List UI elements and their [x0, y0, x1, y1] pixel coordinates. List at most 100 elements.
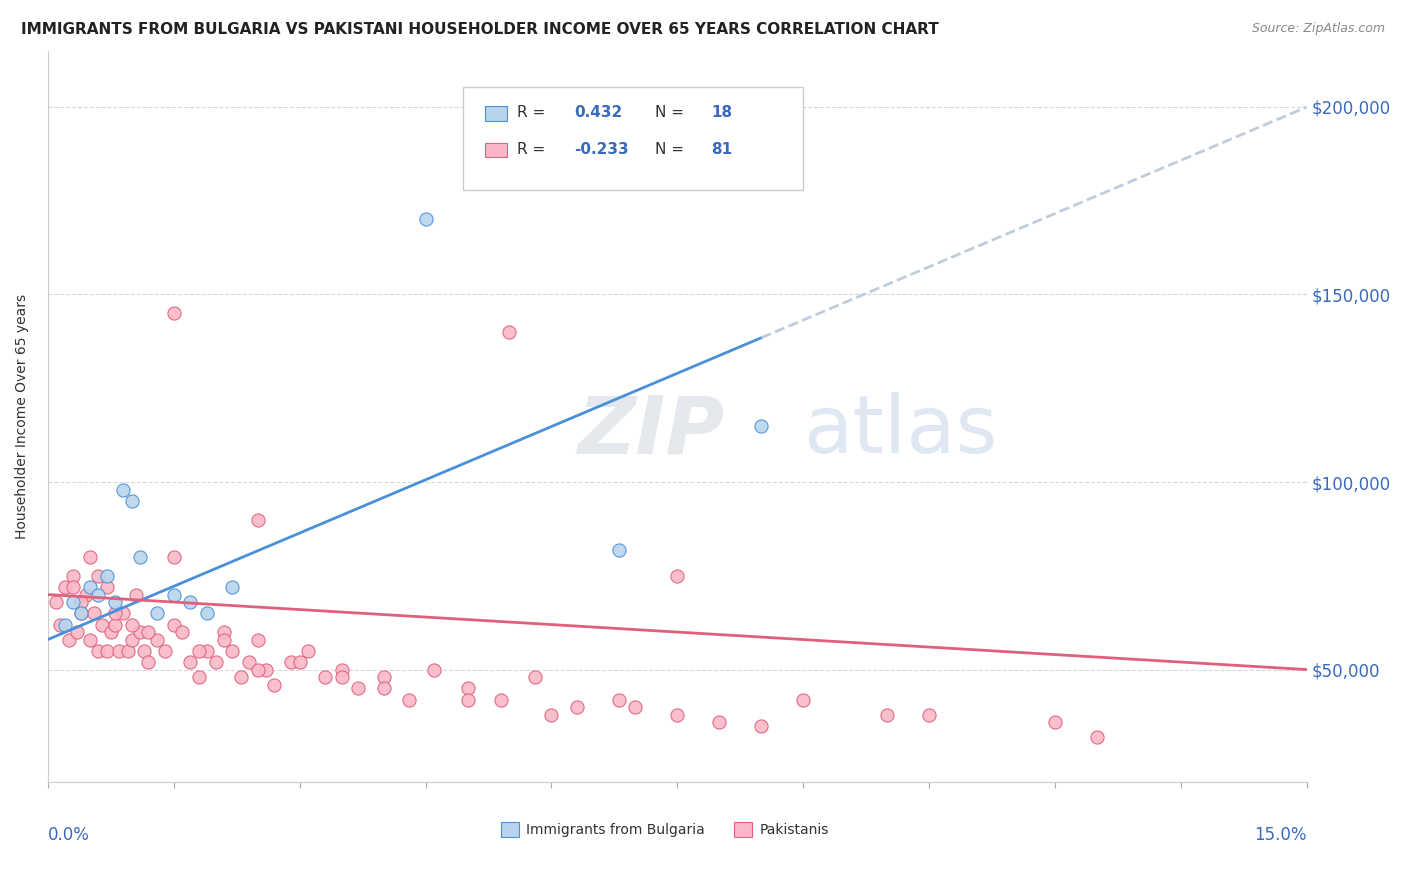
Point — [246, 632, 269, 647]
Text: Immigrants from Bulgaria: Immigrants from Bulgaria — [526, 822, 704, 837]
Point — [70, 607, 93, 621]
Point — [221, 644, 243, 658]
Text: R =: R = — [517, 142, 546, 157]
Point — [398, 692, 420, 706]
Text: Pakistanis: Pakistanis — [759, 822, 828, 837]
Point — [179, 655, 201, 669]
Point — [62, 569, 84, 583]
Text: 0.0%: 0.0% — [48, 826, 90, 844]
Point — [1085, 730, 1108, 744]
Point — [66, 625, 89, 640]
Point — [263, 677, 285, 691]
Point — [62, 580, 84, 594]
Point — [91, 617, 114, 632]
Point — [121, 493, 143, 508]
Point — [138, 625, 160, 640]
Point — [75, 588, 97, 602]
Point — [138, 655, 160, 669]
Point — [53, 617, 76, 632]
Point — [87, 569, 110, 583]
Point — [876, 707, 898, 722]
Point — [792, 692, 814, 706]
Text: N =: N = — [655, 142, 683, 157]
Point — [918, 707, 941, 722]
Point — [565, 700, 588, 714]
Point — [457, 681, 479, 696]
Point — [709, 715, 731, 730]
Point — [121, 617, 143, 632]
Point — [121, 632, 143, 647]
Point — [179, 595, 201, 609]
Point — [104, 617, 127, 632]
Point — [70, 595, 93, 609]
Point — [45, 595, 67, 609]
Point — [83, 607, 105, 621]
FancyBboxPatch shape — [485, 143, 508, 157]
Point — [96, 580, 118, 594]
Point — [212, 625, 235, 640]
Point — [187, 670, 209, 684]
Point — [330, 663, 353, 677]
Point — [49, 617, 72, 632]
FancyBboxPatch shape — [734, 822, 752, 837]
Point — [134, 644, 156, 658]
Point — [62, 595, 84, 609]
Point — [87, 588, 110, 602]
Y-axis label: Householder Income Over 65 years: Householder Income Over 65 years — [15, 293, 30, 539]
Point — [297, 644, 319, 658]
Point — [112, 483, 135, 497]
Point — [330, 670, 353, 684]
Point — [498, 325, 520, 339]
Point — [749, 418, 772, 433]
Point — [79, 550, 101, 565]
FancyBboxPatch shape — [501, 822, 519, 837]
Point — [246, 663, 269, 677]
Point — [104, 595, 127, 609]
Text: N =: N = — [655, 105, 683, 120]
Point — [423, 663, 446, 677]
Point — [195, 607, 218, 621]
Text: IMMIGRANTS FROM BULGARIA VS PAKISTANI HOUSEHOLDER INCOME OVER 65 YEARS CORRELATI: IMMIGRANTS FROM BULGARIA VS PAKISTANI HO… — [21, 22, 939, 37]
Point — [229, 670, 252, 684]
Point — [53, 580, 76, 594]
Point — [163, 588, 186, 602]
Point — [280, 655, 302, 669]
Point — [1043, 715, 1066, 730]
Point — [254, 663, 277, 677]
Point — [457, 692, 479, 706]
Point — [163, 550, 186, 565]
Point — [489, 692, 512, 706]
Point — [79, 580, 101, 594]
Text: atlas: atlas — [803, 392, 998, 470]
Point — [347, 681, 370, 696]
FancyBboxPatch shape — [464, 87, 803, 190]
Point — [170, 625, 193, 640]
Point — [204, 655, 226, 669]
Point — [195, 644, 218, 658]
Point — [607, 692, 630, 706]
Text: R =: R = — [517, 105, 546, 120]
Text: 0.432: 0.432 — [574, 105, 623, 120]
Point — [373, 670, 395, 684]
Point — [112, 607, 135, 621]
Point — [288, 655, 311, 669]
Point — [70, 607, 93, 621]
Point — [117, 644, 139, 658]
Point — [96, 569, 118, 583]
Point — [163, 306, 186, 320]
Point — [146, 632, 169, 647]
Text: Source: ZipAtlas.com: Source: ZipAtlas.com — [1251, 22, 1385, 36]
FancyBboxPatch shape — [485, 106, 508, 120]
Point — [523, 670, 546, 684]
Point — [104, 607, 127, 621]
Point — [666, 707, 689, 722]
Point — [314, 670, 336, 684]
Point — [96, 644, 118, 658]
Point — [129, 550, 152, 565]
Point — [624, 700, 647, 714]
Point — [373, 681, 395, 696]
Text: 18: 18 — [711, 105, 733, 120]
Point — [125, 588, 148, 602]
Point — [238, 655, 260, 669]
Point — [749, 719, 772, 733]
